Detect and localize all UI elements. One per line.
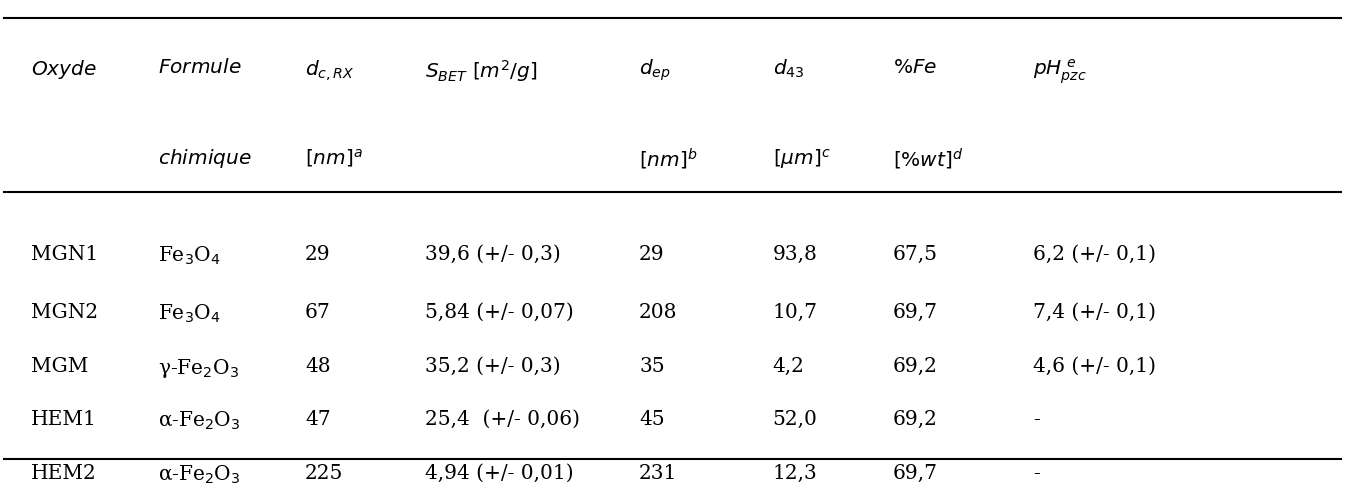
Text: $\it{d}_{\it{ep}}$: $\it{d}_{\it{ep}}$	[639, 58, 671, 83]
Text: 67,5: 67,5	[893, 245, 937, 264]
Text: 29: 29	[305, 245, 331, 264]
Text: 6,2 (+/- 0,1): 6,2 (+/- 0,1)	[1033, 245, 1157, 264]
Text: 93,8: 93,8	[773, 245, 818, 264]
Text: $\it{[nm]}^{\it{b}}$: $\it{[nm]}^{\it{b}}$	[639, 147, 698, 172]
Text: 35: 35	[639, 357, 664, 376]
Text: 35,2 (+/- 0,3): 35,2 (+/- 0,3)	[425, 357, 561, 376]
Text: $\it{[\mu m]}^{\it{c}}$: $\it{[\mu m]}^{\it{c}}$	[773, 147, 831, 171]
Text: MGN1: MGN1	[31, 245, 98, 264]
Text: -: -	[1033, 410, 1040, 429]
Text: 12,3: 12,3	[773, 464, 818, 483]
Text: 4,6 (+/- 0,1): 4,6 (+/- 0,1)	[1033, 357, 1157, 376]
Text: 10,7: 10,7	[773, 303, 818, 322]
Text: 4,2: 4,2	[773, 357, 804, 376]
Text: 45: 45	[639, 410, 664, 429]
Text: Fe$_3$O$_4$: Fe$_3$O$_4$	[157, 245, 221, 267]
Text: α-Fe$_2$O$_3$: α-Fe$_2$O$_3$	[157, 410, 241, 432]
Text: 48: 48	[305, 357, 331, 376]
Text: $\it{d}_{\it{43}}$: $\it{d}_{\it{43}}$	[773, 58, 804, 80]
Text: 39,6 (+/- 0,3): 39,6 (+/- 0,3)	[425, 245, 561, 264]
Text: 67: 67	[305, 303, 331, 322]
Text: 25,4  (+/- 0,06): 25,4 (+/- 0,06)	[425, 410, 580, 429]
Text: 4,94 (+/- 0,01): 4,94 (+/- 0,01)	[425, 464, 574, 483]
Text: MGM: MGM	[31, 357, 89, 376]
Text: MGN2: MGN2	[31, 303, 98, 322]
Text: γ-Fe$_2$O$_3$: γ-Fe$_2$O$_3$	[157, 357, 239, 380]
Text: 69,7: 69,7	[893, 303, 937, 322]
Text: 208: 208	[639, 303, 678, 322]
Text: α-Fe$_2$O$_3$: α-Fe$_2$O$_3$	[157, 464, 241, 486]
Text: Fe$_3$O$_4$: Fe$_3$O$_4$	[157, 303, 221, 325]
Text: 69,7: 69,7	[893, 464, 937, 483]
Text: $\it{Oxyde}$: $\it{Oxyde}$	[31, 58, 97, 81]
Text: 231: 231	[639, 464, 678, 483]
Text: 52,0: 52,0	[773, 410, 818, 429]
Text: $\it{pH}_{\it{pzc}}^{\it{\ e}}$: $\it{pH}_{\it{pzc}}^{\it{\ e}}$	[1033, 58, 1087, 86]
Text: 7,4 (+/- 0,1): 7,4 (+/- 0,1)	[1033, 303, 1157, 322]
Text: 225: 225	[305, 464, 343, 483]
Text: $\it{S}_{\it{BET}}\ [\it{m}^{2}\it{/g}]$: $\it{S}_{\it{BET}}\ [\it{m}^{2}\it{/g}]$	[425, 58, 538, 83]
Text: 69,2: 69,2	[893, 357, 937, 376]
Text: 69,2: 69,2	[893, 410, 937, 429]
Text: $\it{Formule}$: $\it{Formule}$	[157, 58, 242, 77]
Text: $\it{[\%wt]}^{\it{d}}$: $\it{[\%wt]}^{\it{d}}$	[893, 147, 963, 172]
Text: 29: 29	[639, 245, 664, 264]
Text: $\it{chimique}$: $\it{chimique}$	[157, 147, 252, 170]
Text: $\it{\%Fe}$: $\it{\%Fe}$	[893, 58, 937, 77]
Text: $\it{d}_{\it{c,RX}}$: $\it{d}_{\it{c,RX}}$	[305, 58, 354, 82]
Text: 5,84 (+/- 0,07): 5,84 (+/- 0,07)	[425, 303, 574, 322]
Text: $\it{[nm]}^{\it{a}}$: $\it{[nm]}^{\it{a}}$	[305, 147, 363, 169]
Text: HEM2: HEM2	[31, 464, 97, 483]
Text: -: -	[1033, 464, 1040, 483]
Text: 47: 47	[305, 410, 331, 429]
Text: HEM1: HEM1	[31, 410, 97, 429]
